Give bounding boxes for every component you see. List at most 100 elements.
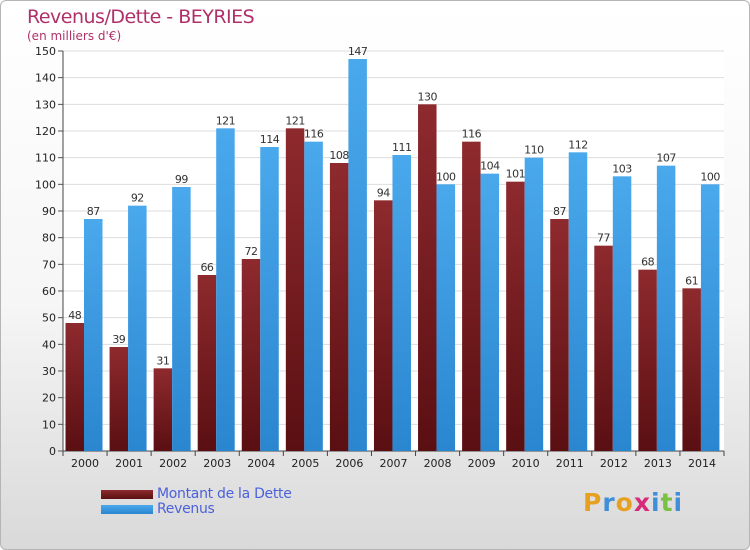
- y-tick-label: 110: [35, 152, 56, 165]
- bar-debt: [682, 288, 701, 451]
- data-label-debt: 66: [200, 261, 213, 274]
- bar-revenus: [656, 165, 676, 451]
- data-label-debt: 94: [377, 186, 390, 199]
- bar-debt: [329, 163, 349, 451]
- x-tick-label: 2009: [468, 457, 496, 470]
- bar-revenus: [172, 187, 191, 451]
- data-label-debt: 61: [685, 274, 698, 287]
- data-label-revenus: 121: [216, 114, 236, 127]
- data-label-revenus: 114: [260, 133, 280, 146]
- logo-letter: x: [633, 488, 651, 517]
- y-tick-label: 80: [42, 232, 56, 245]
- data-label-revenus: 87: [87, 205, 100, 218]
- bar-revenus: [392, 155, 411, 451]
- y-tick-label: 30: [42, 365, 56, 378]
- y-tick-label: 50: [42, 312, 56, 325]
- bar-debt: [418, 104, 437, 451]
- data-label-debt: 77: [597, 232, 610, 245]
- x-tick-label: 2012: [600, 457, 628, 470]
- bar-revenus: [304, 141, 323, 451]
- bar-debt: [638, 269, 657, 451]
- legend-label-revenus: Revenus: [157, 501, 215, 517]
- bar-debt: [506, 181, 525, 451]
- bar-revenus: [612, 176, 632, 452]
- bar-debt: [197, 275, 217, 451]
- y-tick-label: 150: [35, 45, 56, 58]
- data-label-debt: 130: [418, 90, 438, 103]
- data-label-debt: 101: [506, 168, 526, 181]
- data-label-debt: 121: [285, 114, 305, 127]
- bar-debt: [65, 323, 84, 451]
- data-label-debt: 108: [329, 149, 349, 162]
- data-label-revenus: 147: [348, 45, 368, 58]
- x-tick-label: 2010: [512, 457, 540, 470]
- bar-revenus: [524, 157, 544, 451]
- y-tick-label: 90: [42, 205, 56, 218]
- x-tick-label: 2001: [115, 457, 143, 470]
- x-tick-label: 2006: [335, 457, 363, 470]
- x-tick-label: 2003: [203, 457, 231, 470]
- bar-debt: [153, 368, 173, 451]
- bar-revenus: [84, 219, 103, 451]
- x-tick-label: 2002: [159, 457, 187, 470]
- legend-swatch-debt: [101, 490, 153, 499]
- bar-revenus: [216, 128, 235, 451]
- legend-label-debt: Montant de la Dette: [157, 486, 292, 502]
- bar-revenus: [436, 184, 456, 452]
- bar-revenus: [700, 184, 720, 452]
- x-tick-label: 2014: [688, 457, 716, 470]
- logo-letter: i: [673, 488, 684, 517]
- logo-letter: o: [615, 488, 634, 517]
- logo-letter: t: [660, 488, 674, 517]
- y-tick-label: 140: [35, 72, 56, 85]
- data-label-debt: 116: [462, 128, 482, 141]
- chart-title: Revenus/Dette - BEYRIES: [27, 6, 255, 28]
- chart-subtitle: (en milliers d'€): [27, 29, 122, 43]
- y-tick-label: 60: [42, 285, 56, 298]
- data-label-revenus: 103: [612, 162, 632, 175]
- y-tick-label: 120: [35, 125, 56, 138]
- bar-revenus: [480, 173, 500, 451]
- data-label-revenus: 104: [480, 160, 500, 173]
- legend-swatch-revenus: [101, 505, 153, 514]
- x-tick-label: 2007: [380, 457, 408, 470]
- x-tick-label: 2013: [644, 457, 672, 470]
- bar-revenus: [260, 147, 279, 451]
- y-tick-label: 70: [42, 258, 56, 271]
- y-tick-label: 100: [35, 178, 56, 191]
- data-label-debt: 39: [112, 333, 125, 346]
- x-tick-label: 2005: [291, 457, 319, 470]
- data-label-revenus: 100: [700, 170, 720, 183]
- data-label-debt: 48: [68, 309, 81, 322]
- y-tick-label: 20: [42, 392, 56, 405]
- data-label-revenus: 116: [304, 128, 324, 141]
- data-label-debt: 87: [553, 205, 566, 218]
- logo-letter: P: [583, 488, 603, 517]
- data-label-revenus: 99: [175, 173, 188, 186]
- proxiti-logo: Proxiti: [583, 488, 683, 517]
- data-label-revenus: 100: [436, 170, 456, 183]
- data-label-revenus: 112: [568, 138, 588, 151]
- bar-debt: [594, 245, 613, 451]
- x-tick-label: 2011: [556, 457, 584, 470]
- bar-debt: [550, 219, 569, 451]
- bar-revenus: [568, 152, 588, 452]
- x-tick-label: 2004: [247, 457, 275, 470]
- x-tick-label: 2008: [424, 457, 452, 470]
- x-tick-label: 2000: [71, 457, 99, 470]
- logo-letter: i: [651, 488, 661, 517]
- bar-debt: [241, 259, 261, 451]
- data-label-revenus: 92: [131, 192, 144, 205]
- y-tick-label: 130: [35, 98, 56, 111]
- logo-letter: r: [602, 488, 616, 517]
- data-label-revenus: 111: [392, 141, 412, 154]
- data-label-debt: 68: [641, 256, 654, 269]
- y-tick-label: 10: [42, 418, 56, 431]
- bar-debt: [462, 141, 481, 451]
- data-label-revenus: 107: [656, 152, 676, 165]
- bar-debt: [109, 347, 129, 451]
- data-label-debt: 72: [245, 245, 258, 258]
- bar-revenus: [128, 205, 147, 451]
